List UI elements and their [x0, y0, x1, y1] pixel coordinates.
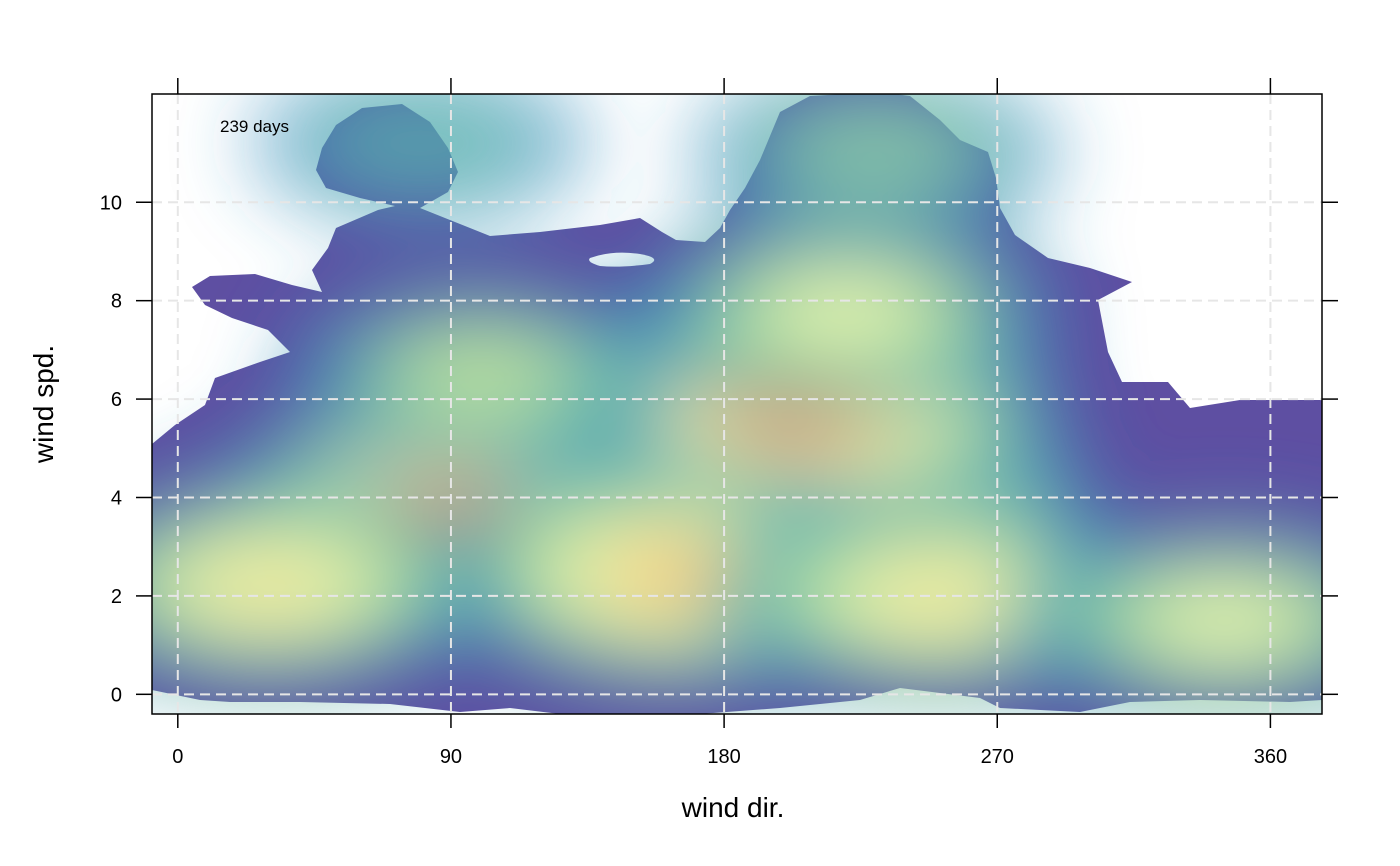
x-tick-label-0: 0	[172, 746, 183, 768]
x-tick-label-90: 90	[440, 746, 462, 768]
x-tick-label-360: 360	[1254, 746, 1287, 768]
density-hotspot-4-level-6	[202, 553, 336, 620]
y-tick-label-0: 0	[111, 684, 122, 706]
y-tick-label-10: 10	[100, 192, 122, 214]
density-hotspot-10-level-2	[305, 94, 536, 201]
envelope-gap	[589, 252, 655, 267]
plot-area	[152, 94, 1322, 714]
x-tick-label-270: 270	[981, 746, 1014, 768]
density-hotspot-6-level-5	[1152, 584, 1298, 657]
y-axis: 0 2 4 6 8 10	[100, 192, 1338, 706]
y-axis-title: wind spd.	[28, 345, 59, 464]
grid	[152, 94, 1322, 714]
density-field	[152, 94, 1322, 714]
density-hotspot-8-level-4	[400, 334, 563, 415]
y-tick-label-6: 6	[111, 389, 122, 411]
x-axis: 0 90 180 270 360	[172, 78, 1287, 768]
density-hotspot-9-level-3	[782, 106, 970, 200]
x-tick-label-180: 180	[707, 746, 740, 768]
plot-frame	[151, 93, 1323, 715]
y-tick-label-8: 8	[111, 291, 122, 313]
annotation: 239 days	[220, 117, 289, 136]
y-tick-label-2: 2	[111, 586, 122, 608]
density-hotspot-7-level-5	[773, 274, 919, 347]
x-axis-title: wind dir.	[681, 792, 785, 823]
y-tick-label-4: 4	[111, 487, 122, 509]
